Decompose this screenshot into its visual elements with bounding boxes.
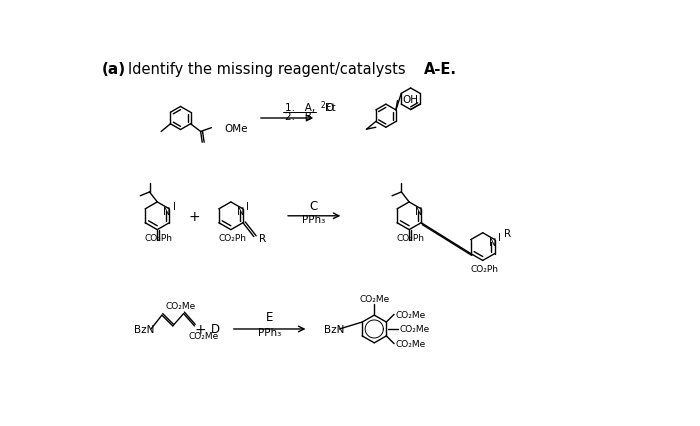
- Text: CO₂Me: CO₂Me: [165, 302, 195, 311]
- Text: N: N: [237, 207, 244, 217]
- Text: N: N: [489, 237, 496, 248]
- Text: CO₂Ph: CO₂Ph: [145, 233, 173, 242]
- Text: N: N: [163, 207, 171, 217]
- Text: BzN: BzN: [134, 324, 155, 334]
- Text: A-E.: A-E.: [424, 62, 457, 77]
- Text: OMe: OMe: [224, 124, 247, 133]
- Text: Identify the missing reagent/catalysts: Identify the missing reagent/catalysts: [128, 62, 410, 77]
- Text: +: +: [194, 322, 206, 336]
- Text: R: R: [505, 228, 512, 238]
- Text: PPh₃: PPh₃: [258, 327, 281, 337]
- Text: CO₂Ph: CO₂Ph: [470, 264, 498, 273]
- Text: C: C: [309, 199, 318, 212]
- Text: CO₂Me: CO₂Me: [188, 331, 218, 340]
- Text: (a): (a): [102, 62, 125, 77]
- Text: R: R: [259, 233, 267, 244]
- Text: CO₂Me: CO₂Me: [395, 310, 426, 319]
- Text: O: O: [325, 103, 333, 113]
- Text: N: N: [415, 207, 423, 217]
- Text: D: D: [211, 323, 220, 336]
- Text: CO₂Ph: CO₂Ph: [218, 233, 246, 242]
- Text: I: I: [498, 232, 501, 242]
- Text: +: +: [188, 209, 200, 223]
- Text: OH: OH: [402, 95, 418, 105]
- Text: I: I: [246, 201, 249, 211]
- Text: 2.   B: 2. B: [285, 112, 312, 122]
- Text: CO₂Me: CO₂Me: [395, 340, 426, 348]
- Text: PPh₃: PPh₃: [302, 214, 326, 225]
- Text: 1.   A,   Et: 1. A, Et: [285, 103, 336, 113]
- Text: 2: 2: [321, 101, 325, 110]
- Text: CO₂Me: CO₂Me: [359, 294, 389, 303]
- Text: CO₂Me: CO₂Me: [399, 325, 429, 334]
- Text: I: I: [172, 201, 176, 211]
- Text: CO₂Ph: CO₂Ph: [397, 233, 425, 242]
- Text: E: E: [266, 311, 273, 323]
- Text: BzN: BzN: [324, 324, 344, 334]
